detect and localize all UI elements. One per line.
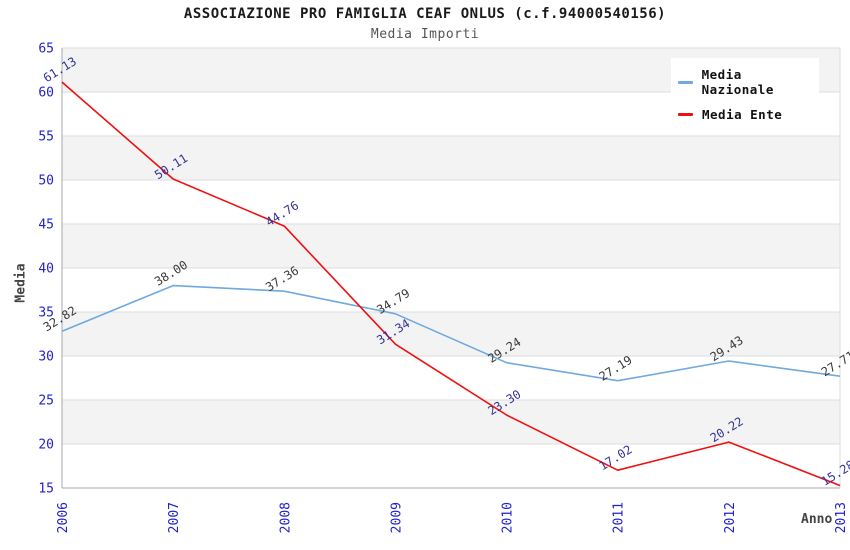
series-line-media-ente — [61, 81, 841, 487]
svg-text:2013: 2013 — [834, 502, 849, 533]
y-tick-label: 20 — [38, 438, 54, 453]
legend-item-media-ente: Media Ente — [678, 107, 819, 122]
svg-text:2008: 2008 — [278, 502, 293, 533]
y-tick-label: 35 — [38, 306, 54, 321]
svg-text:2011: 2011 — [612, 502, 627, 533]
plot-band — [62, 356, 840, 400]
x-tick-label: 2012 — [723, 502, 738, 533]
svg-text:2007: 2007 — [167, 502, 182, 533]
y-tick-label: 25 — [38, 394, 54, 409]
y-tick-label: 45 — [38, 218, 54, 233]
x-tick-label: 2009 — [389, 502, 404, 533]
plot-band — [62, 136, 840, 180]
y-tick-label: 40 — [38, 262, 54, 277]
legend-item-label: Media Nazionale — [701, 67, 774, 97]
plot-band — [62, 444, 840, 488]
chart-legend: Media Nazionale Media Ente — [671, 58, 819, 133]
svg-text:2006: 2006 — [56, 502, 71, 533]
y-tick-label: 50 — [38, 174, 54, 189]
plot-band — [62, 224, 840, 268]
y-tick-label: 65 — [38, 42, 54, 57]
x-tick-label: 2008 — [278, 502, 293, 533]
svg-text:2012: 2012 — [723, 502, 738, 533]
plot-band — [62, 400, 840, 444]
x-tick-label: 2006 — [56, 502, 71, 533]
svg-text:2009: 2009 — [389, 502, 404, 533]
legend-item-media-nazionale: Media Nazionale — [678, 67, 819, 97]
y-axis-title: Media — [13, 263, 29, 303]
x-tick-label: 2010 — [501, 502, 516, 533]
plot-band — [62, 312, 840, 356]
y-tick-label: 60 — [38, 86, 54, 101]
legend-swatch-red-line — [678, 113, 693, 116]
plot-band — [62, 268, 840, 312]
x-tick-label: 2011 — [612, 502, 627, 533]
y-tick-label: 30 — [38, 350, 54, 365]
svg-text:2010: 2010 — [501, 502, 516, 533]
x-tick-label: 2007 — [167, 502, 182, 533]
legend-swatch-blue-line — [678, 80, 693, 84]
y-tick-label: 15 — [38, 482, 54, 497]
x-axis-title: Anno — [801, 512, 833, 527]
chart-subtitle: Media Importi — [370, 27, 480, 42]
series-line-media-nazionale — [61, 284, 841, 382]
plot-band — [62, 180, 840, 224]
chart-title: ASSOCIAZIONE PRO FAMIGLIA CEAF ONLUS (c.… — [183, 6, 667, 22]
x-tick-label: 2013 — [834, 502, 849, 533]
legend-item-label: Media Ente — [702, 107, 783, 122]
y-tick-label: 55 — [38, 130, 54, 145]
